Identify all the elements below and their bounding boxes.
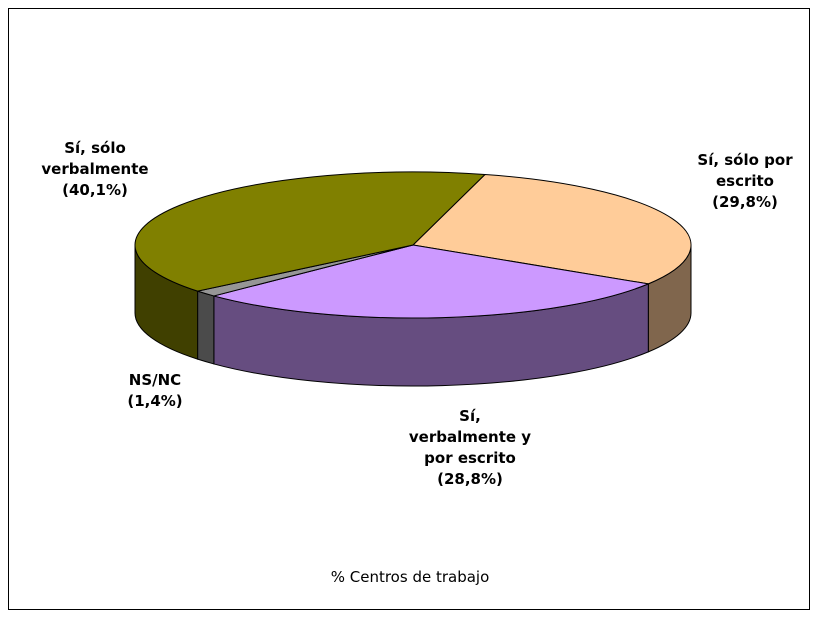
slice-label: Sí, verbalmente y por escrito (28,8%)	[406, 406, 534, 490]
slice-label: Sí, sólo verbalmente (40,1%)	[34, 138, 156, 201]
slice-value: (29,8%)	[712, 193, 778, 211]
slice-category: NS/NC	[128, 371, 182, 389]
pie-slice	[411, 173, 692, 285]
slice-value: (1,4%)	[127, 392, 183, 410]
slice-category: Sí, sólo por escrito	[697, 151, 793, 190]
chart-frame	[8, 8, 810, 610]
slice-category: Sí, sólo verbalmente	[41, 139, 149, 178]
slice-value: (40,1%)	[62, 181, 128, 199]
x-axis-label: % Centros de trabajo	[330, 568, 490, 586]
slice-value: (28,8%)	[437, 470, 503, 488]
slice-category: Sí, verbalmente y por escrito	[408, 407, 532, 467]
slice-label: Sí, sólo por escrito (29,8%)	[680, 150, 810, 213]
pie-slice	[134, 171, 487, 292]
pie-side	[197, 290, 215, 365]
slice-label: NS/NC (1,4%)	[115, 370, 195, 412]
pie-slice	[211, 244, 651, 319]
